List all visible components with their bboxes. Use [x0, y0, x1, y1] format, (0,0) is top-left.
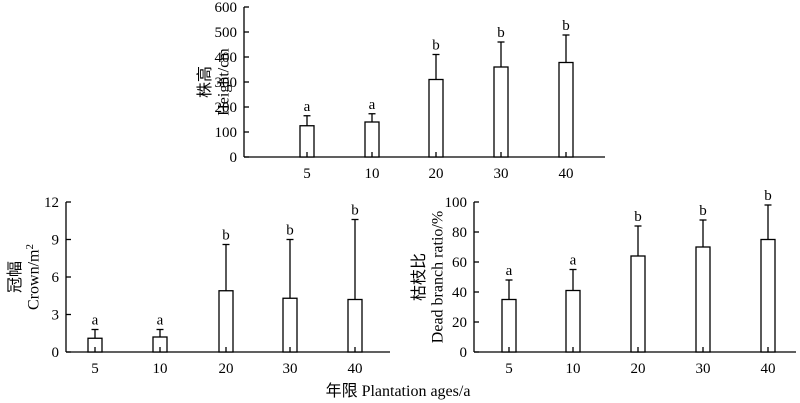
y-axis-title-cn: 枯枝比 [410, 253, 428, 301]
y-tick-label: 9 [52, 233, 60, 249]
y-tick-label: 60 [452, 255, 467, 271]
x-tick-label: 5 [505, 361, 513, 377]
x-tick-label: 30 [494, 166, 509, 182]
shared-x-axis-label: 年限 Plantation ages/a [326, 382, 471, 400]
significance-label: b [286, 223, 294, 239]
x-tick-label: 20 [429, 166, 444, 182]
significance-label: b [432, 38, 440, 54]
significance-label: a [92, 313, 99, 329]
bar [364, 121, 380, 158]
y-axis-title-superscript: 2 [24, 244, 36, 250]
y-axis-title-cn: 冠幅 [6, 261, 24, 293]
x-tick-label: 10 [153, 361, 168, 377]
significance-label: b [562, 18, 570, 34]
y-tick-label: 100 [215, 125, 238, 141]
significance-label: b [497, 25, 505, 41]
y-tick-label: 6 [52, 270, 60, 286]
significance-label: b [634, 209, 642, 225]
significance-label: a [570, 253, 577, 269]
y-tick-label: 600 [215, 0, 238, 16]
x-tick-label: 40 [348, 361, 363, 377]
bar [695, 246, 711, 353]
y-tick-label: 3 [52, 308, 60, 324]
significance-label: a [157, 313, 164, 329]
y-axis-title: 冠幅Crown/m2 [6, 244, 42, 310]
x-tick-label: 20 [631, 361, 646, 377]
bar [218, 290, 234, 353]
y-tick-label: 0 [460, 345, 468, 361]
significance-label: a [304, 99, 311, 115]
x-tick-label: 5 [303, 166, 311, 182]
y-axis-title-cn: 株高 [196, 66, 214, 98]
bar [501, 298, 517, 353]
dead-branch-ratio-chart: 0 20 40 60 80 100 a 5 a 10 b 20 b 30 b 40 枯枝比Dead branch… [410, 188, 796, 377]
bar [282, 297, 298, 353]
x-tick-label: 10 [566, 361, 581, 377]
x-tick-label: 40 [559, 166, 574, 182]
y-tick-label: 12 [44, 195, 59, 211]
bar [760, 238, 776, 353]
y-axis-title: 枯枝比Dead branch ratio/% [410, 211, 446, 343]
y-tick-label: 80 [452, 225, 467, 241]
x-tick-label: 30 [696, 361, 711, 377]
y-tick-label: 400 [215, 50, 238, 66]
y-tick-label: 100 [445, 195, 468, 211]
x-tick-label: 5 [91, 361, 99, 377]
y-tick-label: 20 [452, 315, 467, 331]
y-tick-label: 300 [215, 75, 238, 91]
y-axis-title-en: Height/cm [215, 48, 232, 116]
y-axis-title-en: Dead branch ratio/% [429, 211, 446, 343]
bar [428, 78, 444, 158]
x-tick-label: 30 [283, 361, 298, 377]
bar [630, 255, 646, 353]
y-tick-label: 200 [215, 100, 238, 116]
significance-label: a [369, 97, 376, 113]
x-tick-label: 40 [761, 361, 776, 377]
y-tick-label: 500 [215, 25, 238, 41]
y-tick-label: 40 [452, 285, 467, 301]
bar [347, 298, 363, 353]
significance-label: b [699, 203, 707, 219]
significance-label: b [764, 188, 772, 204]
height-chart: 0 100 200 300 400 500 600 a 5 a 10 b 20 b 30 b 40 株高Heigh… [196, 0, 605, 182]
bar [565, 289, 581, 353]
significance-label: a [506, 263, 513, 279]
y-axis-title-en: Crown/m [25, 249, 42, 310]
x-tick-label: 10 [365, 166, 380, 182]
significance-label: b [222, 228, 230, 244]
y-tick-label: 0 [52, 345, 60, 361]
crown-chart: 0 3 6 9 12 a 5 a 10 b 20 b 30 b 40 冠幅Crown/m2 [6, 195, 390, 377]
y-axis-title: 株高Height/cm [196, 48, 232, 116]
significance-label: b [351, 203, 359, 219]
y-tick-label: 0 [230, 150, 238, 166]
bar [558, 61, 574, 158]
x-tick-label: 20 [219, 361, 234, 377]
bar [493, 66, 509, 158]
